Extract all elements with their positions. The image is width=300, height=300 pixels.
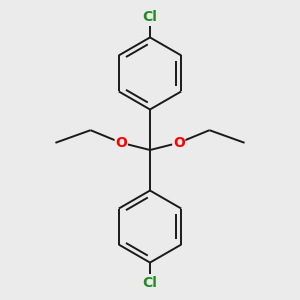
Text: Cl: Cl [142, 10, 158, 24]
Text: Cl: Cl [142, 276, 158, 290]
Text: O: O [173, 136, 185, 150]
Text: O: O [115, 136, 127, 150]
